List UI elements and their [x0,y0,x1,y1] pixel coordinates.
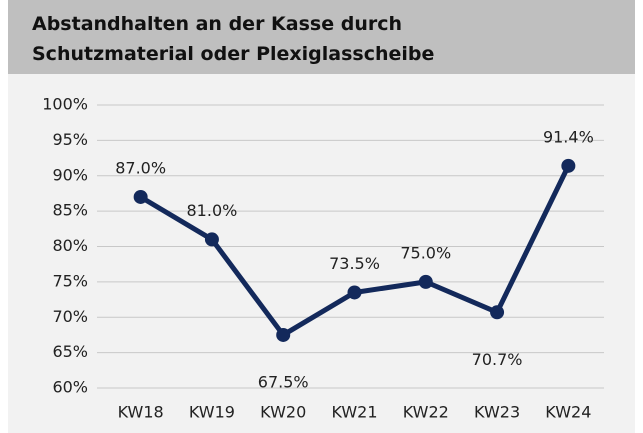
data-label: 75.0% [400,243,451,262]
chart-title: Schutzmaterial oder Plexiglasscheibe [32,43,434,65]
chart-title: Abstandhalten an der Kasse durch [32,13,402,35]
data-point [347,285,362,300]
x-tick-label: KW21 [331,403,377,422]
y-tick-label: 85% [52,201,88,220]
y-tick-label: 90% [52,165,88,184]
data-label: 70.7% [472,350,523,369]
y-tick-label: 70% [52,307,88,326]
y-tick-label: 95% [52,130,88,149]
data-point [561,158,576,173]
data-point [276,327,291,342]
data-point [490,305,505,320]
y-tick-label: 75% [52,271,88,290]
data-point [204,232,219,247]
data-point [418,274,433,289]
x-tick-label: KW18 [118,403,164,422]
data-label: 81.0% [187,201,238,220]
x-tick-label: KW23 [474,403,520,422]
data-label: 67.5% [258,372,309,391]
data-point [133,189,148,204]
y-tick-label: 65% [52,342,88,361]
x-tick-label: KW20 [260,403,306,422]
x-tick-label: KW22 [403,403,449,422]
y-tick-label: 100% [42,95,88,114]
y-tick-label: 80% [52,236,88,255]
data-label: 87.0% [115,158,166,177]
x-tick-label: KW19 [189,403,235,422]
x-tick-label: KW24 [545,403,591,422]
y-tick-label: 60% [52,378,88,397]
data-label: 91.4% [543,127,594,146]
data-label: 73.5% [329,254,380,273]
title-band [8,0,635,74]
